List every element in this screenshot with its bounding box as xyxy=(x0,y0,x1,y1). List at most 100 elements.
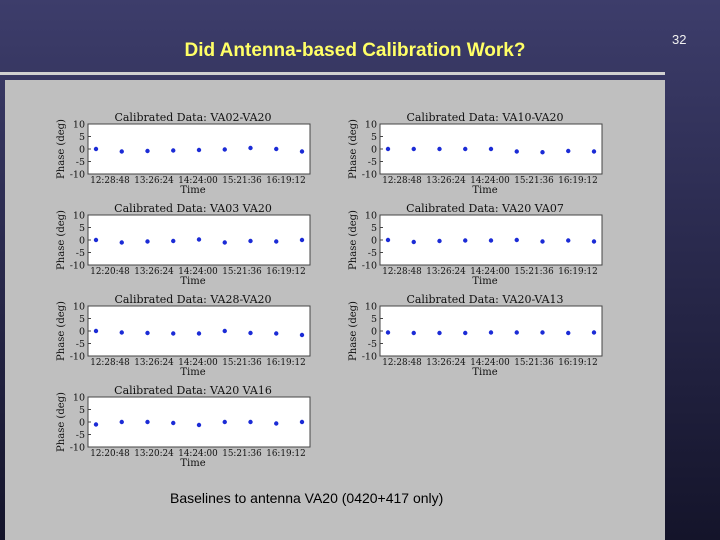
data-point xyxy=(171,238,176,244)
data-point xyxy=(488,146,494,152)
y-axis-label: Phase (deg) xyxy=(56,392,67,452)
x-axis-label: Time xyxy=(180,367,205,378)
data-point xyxy=(222,419,227,425)
y-tick-label: 10 xyxy=(73,302,85,313)
y-tick-label: 0 xyxy=(79,418,85,429)
y-tick-label: 0 xyxy=(79,236,85,247)
y-tick-label: -10 xyxy=(70,352,85,363)
y-tick-label: -5 xyxy=(368,248,377,259)
y-axis-label: Phase (deg) xyxy=(56,210,67,270)
data-point xyxy=(196,147,202,153)
y-tick-label: 5 xyxy=(79,223,85,234)
y-axis-label: Phase (deg) xyxy=(348,301,359,361)
data-point xyxy=(145,330,150,336)
y-tick-label: 5 xyxy=(79,405,85,416)
y-tick-label: -5 xyxy=(76,248,85,259)
data-point xyxy=(196,331,202,336)
x-tick-label: 14:24:00 xyxy=(470,358,510,368)
data-point xyxy=(385,237,391,243)
data-point xyxy=(93,328,99,334)
x-tick-label: 14:24:00 xyxy=(178,267,218,277)
data-point xyxy=(196,422,202,428)
title-divider xyxy=(0,72,665,75)
y-tick-label: 0 xyxy=(79,145,85,156)
plot-area xyxy=(87,305,311,357)
data-point xyxy=(411,146,416,152)
y-tick-label: 5 xyxy=(371,223,377,234)
y-tick-label: -5 xyxy=(368,157,377,168)
y-tick-label: -10 xyxy=(70,443,85,454)
y-tick-label: -5 xyxy=(368,339,377,350)
data-point xyxy=(488,330,494,335)
x-tick-label: 15:21:36 xyxy=(222,267,262,277)
data-point xyxy=(566,238,571,243)
data-point xyxy=(248,330,253,336)
x-tick-label: 13:26:24 xyxy=(134,267,174,277)
y-tick-label: 5 xyxy=(79,314,85,325)
y-tick-label: -10 xyxy=(70,261,85,272)
x-tick-label: 12:28:48 xyxy=(90,176,130,186)
data-point xyxy=(222,328,227,334)
y-tick-label: 5 xyxy=(79,132,85,143)
x-tick-label: 16:19:12 xyxy=(266,267,306,277)
y-axis-label: Phase (deg) xyxy=(56,119,67,179)
x-tick-label: 13:26:24 xyxy=(426,267,466,277)
plot-title: Calibrated Data: VA28-VA20 xyxy=(114,293,271,306)
x-tick-label: 12:20:48 xyxy=(90,449,130,459)
y-tick-label: 5 xyxy=(371,314,377,325)
data-point xyxy=(274,239,279,244)
data-point xyxy=(437,238,442,244)
data-point xyxy=(488,238,494,243)
data-point xyxy=(299,237,305,243)
data-point xyxy=(145,239,150,244)
data-point xyxy=(145,148,150,154)
data-point xyxy=(411,239,416,245)
plot-title: Calibrated Data: VA20-VA13 xyxy=(406,293,563,306)
page-number: 32 xyxy=(672,32,687,47)
y-tick-label: -5 xyxy=(76,430,85,441)
x-tick-label: 16:19:12 xyxy=(266,449,306,459)
data-point xyxy=(591,239,597,244)
data-point xyxy=(566,148,571,154)
data-point xyxy=(591,330,597,335)
data-point xyxy=(514,330,519,335)
x-tick-label: 13:26:24 xyxy=(426,176,466,186)
y-tick-label: 10 xyxy=(365,302,377,313)
data-point xyxy=(119,419,124,425)
data-point xyxy=(171,331,176,336)
data-point xyxy=(222,147,227,152)
x-tick-label: 15:21:36 xyxy=(222,176,262,186)
data-point xyxy=(93,422,99,427)
data-point xyxy=(248,238,253,244)
data-point xyxy=(385,330,391,335)
y-tick-label: 10 xyxy=(73,393,85,404)
plot-title: Calibrated Data: VA03 VA20 xyxy=(114,202,272,215)
data-point xyxy=(248,145,253,151)
data-point xyxy=(274,146,279,152)
plot-title: Calibrated Data: VA20 VA07 xyxy=(406,202,564,215)
data-point xyxy=(119,240,124,245)
data-point xyxy=(540,330,545,335)
x-axis-label: Time xyxy=(180,185,205,196)
data-point xyxy=(463,330,468,336)
x-tick-label: 14:24:00 xyxy=(178,358,218,368)
x-tick-label: 14:24:00 xyxy=(178,449,218,459)
y-tick-label: -10 xyxy=(362,170,377,181)
y-tick-label: 0 xyxy=(371,145,377,156)
x-tick-label: 12:28:48 xyxy=(382,267,422,277)
data-point xyxy=(385,146,391,152)
x-tick-label: 16:19:12 xyxy=(266,176,306,186)
data-point xyxy=(145,419,150,425)
y-axis-label: Phase (deg) xyxy=(56,301,67,361)
data-point xyxy=(171,420,176,426)
data-point xyxy=(119,149,124,154)
data-point xyxy=(437,146,442,152)
x-tick-label: 12:28:48 xyxy=(382,176,422,186)
x-axis-label: Time xyxy=(180,458,205,469)
x-tick-label: 16:19:12 xyxy=(558,267,598,277)
y-axis-label: Phase (deg) xyxy=(348,119,359,179)
data-point xyxy=(171,148,176,153)
y-tick-label: -10 xyxy=(362,352,377,363)
caption: Baselines to antenna VA20 (0420+417 only… xyxy=(170,490,444,506)
